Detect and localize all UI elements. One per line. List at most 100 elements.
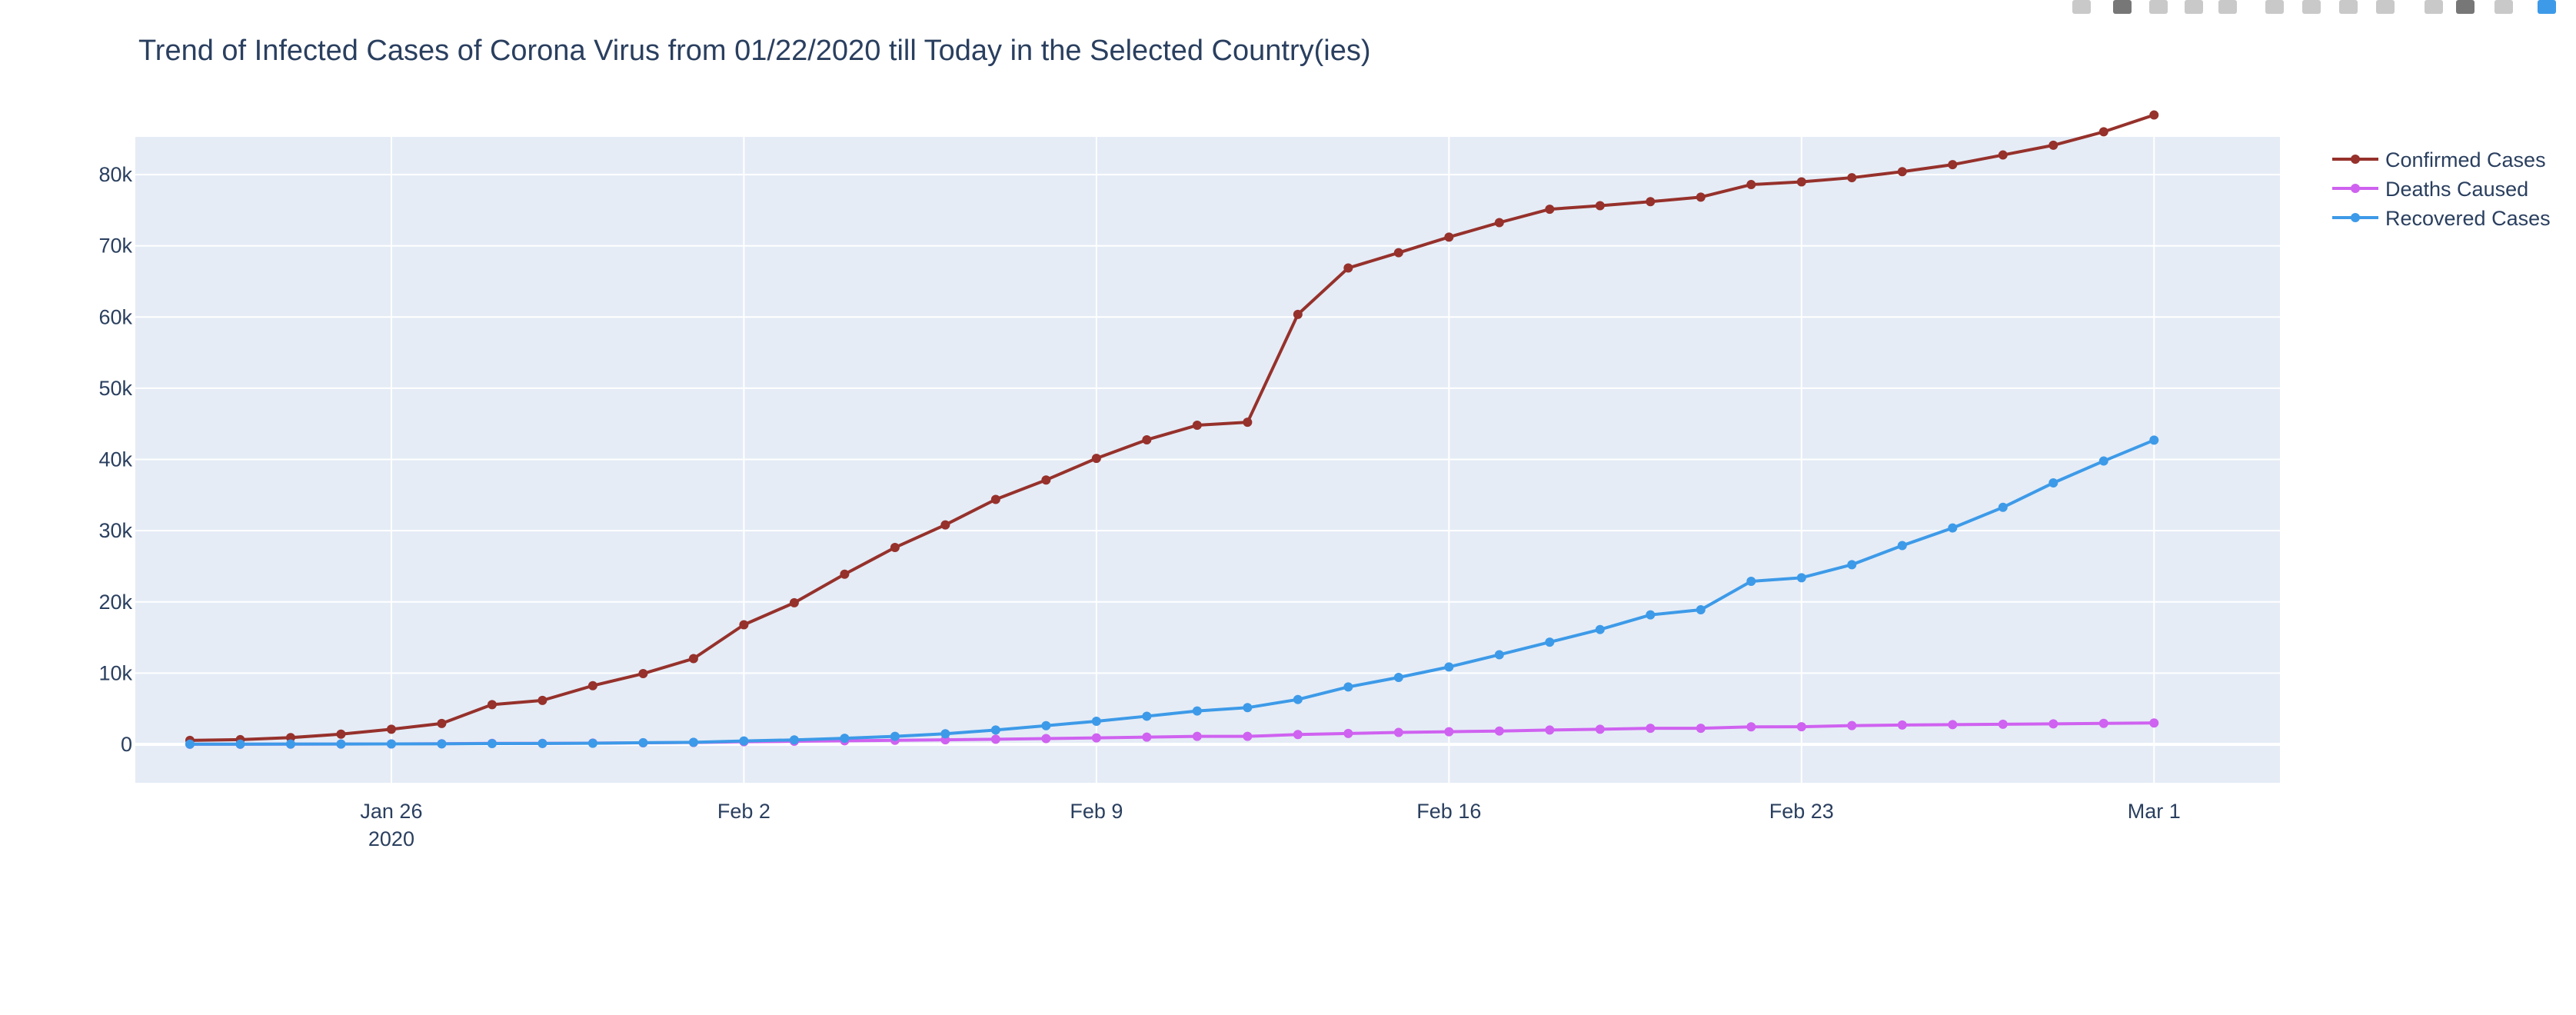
data-point[interactable]	[1192, 706, 1202, 716]
pan-icon[interactable]	[2147, 0, 2170, 17]
data-point[interactable]	[1393, 672, 1403, 682]
data-point[interactable]	[1545, 725, 1555, 735]
data-point[interactable]	[1091, 454, 1101, 464]
camera-icon[interactable]	[2070, 0, 2093, 17]
data-point[interactable]	[1293, 694, 1303, 704]
data-point[interactable]	[638, 737, 648, 747]
data-point[interactable]	[1746, 180, 1756, 190]
data-point[interactable]	[2149, 718, 2159, 728]
legend-item[interactable]: Deaths Caused	[2332, 178, 2528, 201]
reset-axes-icon[interactable]	[2374, 0, 2397, 17]
data-point[interactable]	[537, 738, 547, 748]
spikelines-icon[interactable]	[2422, 0, 2445, 17]
zoom-out-icon[interactable]	[2300, 0, 2323, 17]
data-point[interactable]	[688, 737, 698, 747]
data-point[interactable]	[1343, 682, 1353, 692]
data-point[interactable]	[537, 695, 547, 705]
data-point[interactable]	[1998, 719, 2008, 729]
data-point[interactable]	[1142, 711, 1152, 721]
legend-item[interactable]: Confirmed Cases	[2332, 148, 2546, 171]
data-point[interactable]	[235, 739, 245, 749]
data-point[interactable]	[386, 724, 396, 734]
data-point[interactable]	[638, 669, 648, 679]
data-point[interactable]	[487, 738, 497, 748]
data-point[interactable]	[1243, 703, 1253, 713]
data-point[interactable]	[2149, 435, 2159, 445]
data-point[interactable]	[1494, 726, 1504, 736]
data-point[interactable]	[1746, 722, 1756, 732]
data-point[interactable]	[1998, 150, 2008, 160]
legend-item[interactable]: Recovered Cases	[2332, 207, 2551, 230]
data-point[interactable]	[1192, 731, 1202, 741]
data-point[interactable]	[1545, 637, 1555, 647]
data-point[interactable]	[1444, 727, 1454, 737]
data-point[interactable]	[2149, 110, 2159, 120]
data-point[interactable]	[1847, 173, 1857, 183]
zoom-in-icon[interactable]	[2263, 0, 2286, 17]
data-point[interactable]	[1847, 720, 1857, 730]
zoom-icon[interactable]	[2111, 0, 2134, 17]
data-point[interactable]	[1796, 177, 1806, 187]
data-point[interactable]	[1696, 192, 1706, 202]
data-point[interactable]	[587, 738, 597, 748]
data-point[interactable]	[2048, 478, 2058, 488]
data-point[interactable]	[1746, 577, 1756, 587]
plotly-logo-icon[interactable]	[2535, 0, 2558, 17]
lasso-icon[interactable]	[2216, 0, 2239, 17]
data-point[interactable]	[1696, 724, 1706, 734]
data-point[interactable]	[1444, 662, 1454, 672]
data-point[interactable]	[1142, 434, 1152, 444]
data-point[interactable]	[890, 731, 900, 741]
data-point[interactable]	[336, 739, 346, 749]
data-point[interactable]	[1393, 727, 1403, 737]
data-point[interactable]	[2048, 140, 2058, 150]
data-point[interactable]	[739, 620, 749, 630]
data-point[interactable]	[1595, 724, 1605, 734]
data-point[interactable]	[1243, 418, 1253, 428]
data-point[interactable]	[1646, 724, 1656, 734]
data-point[interactable]	[1897, 167, 1907, 177]
data-point[interactable]	[1293, 309, 1303, 319]
data-point[interactable]	[1796, 722, 1806, 732]
data-point[interactable]	[1948, 160, 1958, 170]
data-point[interactable]	[437, 739, 447, 749]
data-point[interactable]	[1192, 421, 1202, 431]
data-point[interactable]	[1646, 197, 1656, 207]
data-point[interactable]	[990, 494, 1000, 504]
data-point[interactable]	[1393, 248, 1403, 258]
data-point[interactable]	[1091, 733, 1101, 743]
data-point[interactable]	[1041, 475, 1051, 485]
data-point[interactable]	[1494, 650, 1504, 660]
data-point[interactable]	[688, 654, 698, 664]
data-point[interactable]	[990, 734, 1000, 744]
data-point[interactable]	[940, 520, 950, 530]
data-point[interactable]	[437, 718, 447, 728]
data-point[interactable]	[840, 569, 850, 579]
autoscale-icon[interactable]	[2337, 0, 2360, 17]
data-point[interactable]	[285, 739, 295, 749]
data-point[interactable]	[2098, 456, 2108, 466]
data-point[interactable]	[789, 597, 799, 607]
data-point[interactable]	[1847, 560, 1857, 570]
data-point[interactable]	[1595, 624, 1605, 634]
data-point[interactable]	[1243, 731, 1253, 741]
data-point[interactable]	[285, 733, 295, 743]
data-point[interactable]	[739, 736, 749, 746]
data-point[interactable]	[1897, 720, 1907, 730]
data-point[interactable]	[185, 739, 195, 749]
data-point[interactable]	[1796, 573, 1806, 583]
data-point[interactable]	[2098, 718, 2108, 728]
data-point[interactable]	[587, 681, 597, 691]
data-point[interactable]	[990, 725, 1000, 735]
data-point[interactable]	[1494, 218, 1504, 228]
data-point[interactable]	[1293, 730, 1303, 740]
data-point[interactable]	[1998, 502, 2008, 512]
data-point[interactable]	[1091, 716, 1101, 726]
data-point[interactable]	[1444, 232, 1454, 242]
data-point[interactable]	[386, 739, 396, 749]
data-point[interactable]	[1646, 610, 1656, 620]
hover-closest-icon[interactable]	[2454, 0, 2477, 17]
data-point[interactable]	[1897, 541, 1907, 551]
data-point[interactable]	[1142, 732, 1152, 742]
hover-compare-icon[interactable]	[2492, 0, 2515, 17]
